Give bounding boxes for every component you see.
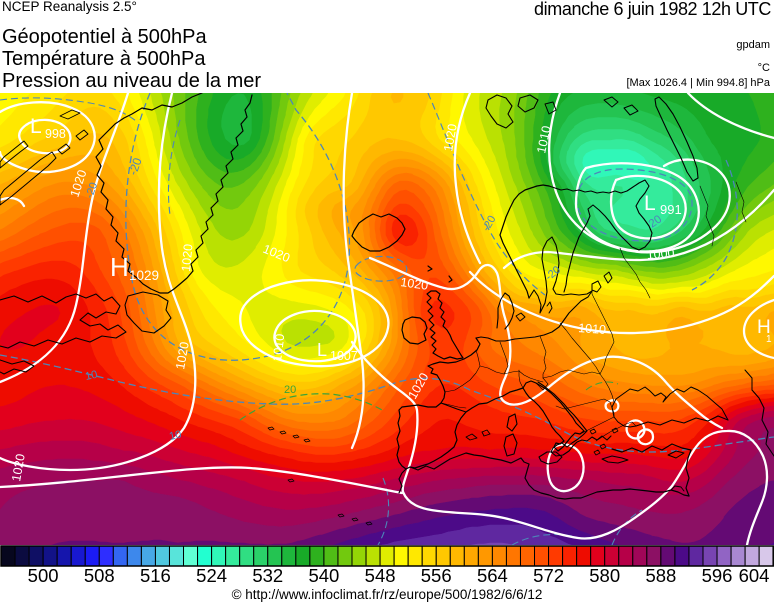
svg-text:548: 548 xyxy=(365,565,396,586)
svg-text:991: 991 xyxy=(660,202,682,217)
svg-text:588: 588 xyxy=(645,565,676,586)
svg-text:1000: 1000 xyxy=(646,246,675,262)
svg-text:596: 596 xyxy=(702,565,733,586)
svg-text:H: H xyxy=(110,252,129,282)
svg-text:10: 10 xyxy=(84,369,98,383)
svg-text:© http://www.infoclimat.fr/rz/: © http://www.infoclimat.fr/rz/europe/500… xyxy=(232,587,543,602)
svg-text:564: 564 xyxy=(477,565,508,586)
svg-text:524: 524 xyxy=(196,565,227,586)
svg-text:L: L xyxy=(30,115,42,138)
svg-text:998: 998 xyxy=(45,127,66,141)
svg-text:1: 1 xyxy=(766,334,772,345)
svg-text:1010: 1010 xyxy=(578,321,607,337)
svg-text:532: 532 xyxy=(252,565,283,586)
svg-text:-20: -20 xyxy=(84,181,101,200)
svg-text:H: H xyxy=(757,317,771,338)
svg-text:540: 540 xyxy=(308,565,339,586)
svg-text:1020: 1020 xyxy=(179,243,195,272)
svg-text:1010: 1010 xyxy=(534,124,553,154)
svg-text:1029: 1029 xyxy=(129,268,159,283)
svg-text:L: L xyxy=(644,192,656,215)
svg-text:-20: -20 xyxy=(126,156,145,177)
svg-text:580: 580 xyxy=(589,565,620,586)
svg-text:500: 500 xyxy=(28,565,59,586)
svg-text:1010: 1010 xyxy=(270,333,287,362)
svg-text:10: 10 xyxy=(168,429,182,443)
svg-text:1007: 1007 xyxy=(330,349,358,363)
svg-text:1020: 1020 xyxy=(441,123,460,153)
svg-text:572: 572 xyxy=(533,565,564,586)
svg-text:604: 604 xyxy=(739,565,770,586)
svg-text:L: L xyxy=(317,340,327,360)
svg-text:508: 508 xyxy=(84,565,115,586)
svg-text:1020: 1020 xyxy=(173,341,192,371)
svg-text:556: 556 xyxy=(421,565,452,586)
svg-text:1020: 1020 xyxy=(9,453,28,483)
svg-text:516: 516 xyxy=(140,565,171,586)
svg-text:1020: 1020 xyxy=(400,275,430,293)
svg-text:20: 20 xyxy=(284,384,296,396)
